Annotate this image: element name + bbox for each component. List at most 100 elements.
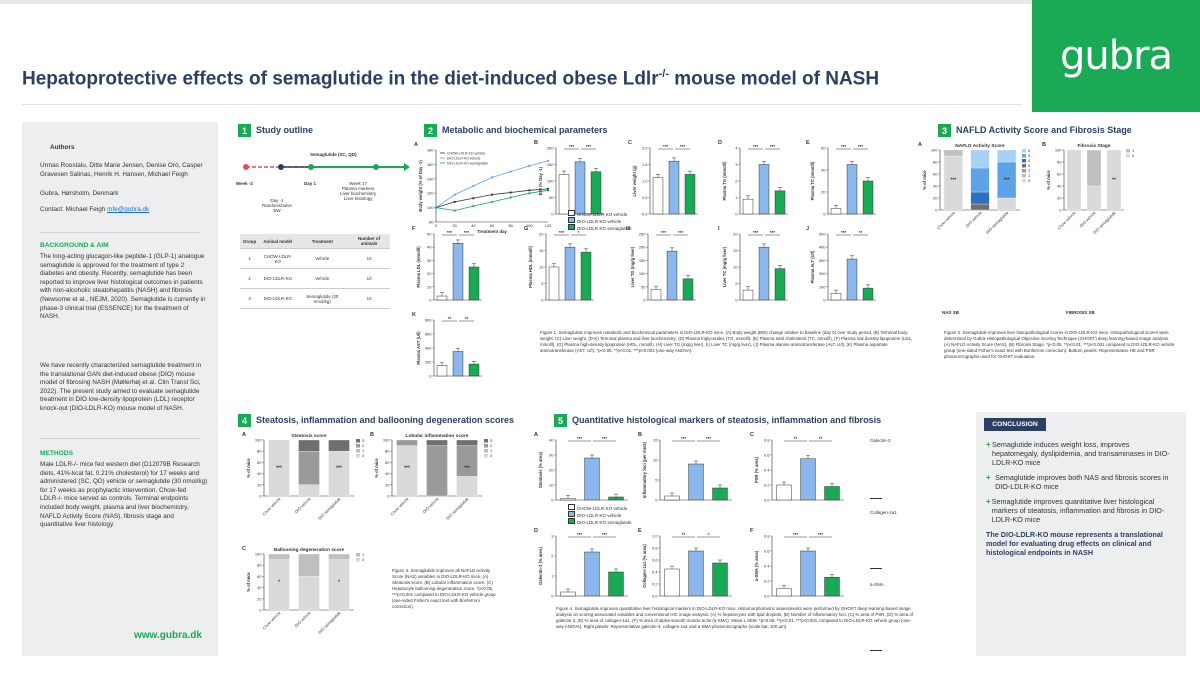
significance-label: *** [1004, 178, 1010, 184]
panel-letter: D [718, 140, 722, 146]
y-tick-label: 10 [427, 284, 432, 289]
legend-label: DIO-LDLR-KO semaglutide [447, 161, 488, 165]
bar [830, 208, 842, 215]
significance-label: *** [577, 436, 583, 441]
y-tick-label: 5 [541, 281, 544, 286]
significance-label: *** [464, 230, 470, 235]
galectin-label: Galectin-3 [870, 438, 891, 443]
panel-letter: D [534, 528, 538, 534]
chart-5F: F 0.0 0.2 0.4 0.6 0.8 a-SMA (% area) *** *** [750, 528, 844, 599]
y-tick-label: 20 [933, 196, 938, 201]
y-tick-label: 30 [549, 453, 554, 458]
y-tick-label: 50 [549, 195, 554, 200]
panel-letter: A [414, 142, 418, 148]
table-cell: CHOW-LDLR-KO [259, 248, 297, 269]
y-tick-label: 20 [539, 232, 544, 237]
bar [584, 457, 600, 501]
y-tick-label: 1 [551, 574, 554, 579]
y-tick-label: 0.4 [764, 564, 770, 569]
y-tick-label: 0 [1059, 208, 1062, 213]
stacked-bar-segment [1086, 149, 1102, 187]
y-axis-label: Plasma TG (mmol/l) [722, 161, 727, 201]
y-tick-label: 20 [733, 232, 738, 237]
y-tick-label: 15 [653, 438, 658, 443]
bar [774, 268, 786, 301]
significance-label: *** [559, 230, 565, 235]
background-paragraph-1: The long-acting glucagon-like peptide-1 … [40, 253, 206, 321]
legend-label: CHOW-LDLR-KO vehicle [577, 506, 628, 511]
y-tick-label: 0.0 [764, 594, 770, 599]
y-tick-label: 100 [547, 179, 554, 184]
stacked-bar-segment [970, 149, 990, 169]
panel-letter: A [534, 432, 538, 438]
title-rule [22, 104, 1022, 105]
y-axis-label: Plasma TC (mmol/l) [810, 161, 815, 200]
significance-label: *** [680, 144, 686, 149]
chart-2I: I 0 5 10 15 20 Liver TC (mg/g liver) *** *** [718, 226, 788, 303]
significance-label: *** [950, 178, 956, 184]
timeline-day-minus1: Day -1 Randomization BW [262, 198, 293, 213]
significance-label: *** [753, 230, 759, 235]
bar [564, 246, 576, 301]
table-header: Number of animals [348, 234, 390, 249]
legend-swatch [356, 449, 360, 453]
legend-label: 1 [362, 552, 365, 557]
significance-label: *** [818, 532, 824, 537]
significance-label: *** [770, 144, 776, 149]
website-link[interactable]: www.gubra.dk [134, 630, 202, 641]
bar [824, 577, 840, 597]
x-tick-label: DIO semaglutide [445, 496, 470, 521]
conclusion-box [976, 412, 1186, 656]
y-tick-label: 2 [735, 179, 738, 184]
chart-title: Lobular inflammation score [406, 433, 469, 439]
significance-label: *** [569, 144, 575, 149]
nas-sb-label: NAS SB [942, 310, 960, 315]
y-axis-label: a-SMA (% area) [754, 550, 759, 581]
bar [742, 198, 754, 215]
y-tick-label: 0.4 [652, 570, 658, 575]
significance-label: *** [464, 466, 470, 472]
table-row: 3 DIO-LDLR-KO Semaglutide (30 nmol/kg) 1… [240, 288, 390, 309]
significance-label: *** [447, 230, 453, 235]
panel-letter: G [524, 226, 528, 232]
scale-bar [870, 650, 882, 651]
significance-label: *** [841, 144, 847, 149]
conclusion-tag: CONCLUSION [984, 418, 1046, 431]
series-line [435, 188, 549, 208]
legend-swatch [1022, 169, 1026, 173]
y-tick-label: 60 [385, 460, 390, 465]
significance-label: *** [681, 436, 687, 441]
table-header-row: Group Animal model Treatment Number of a… [240, 234, 390, 249]
y-tick-label: 40 [933, 184, 938, 189]
data-point [490, 176, 494, 179]
figure-3-caption: Figure 3. Semaglutide improves all NAFLD… [392, 568, 496, 609]
panel-letter: B [1042, 142, 1046, 148]
legend-label: 0 [1028, 178, 1031, 183]
plus-icon: + [986, 440, 991, 449]
scale-bar [870, 498, 882, 499]
section-number: 5 [554, 414, 567, 427]
legend-swatch [1126, 149, 1130, 153]
table-cell: 10 [348, 248, 390, 269]
figure-1-caption: Figure 1. Semaglutide improves metabolic… [540, 330, 913, 353]
significance-label: *** [661, 230, 667, 235]
y-tick-label: 0 [935, 208, 938, 213]
bar [666, 250, 678, 301]
legend-swatch [1022, 154, 1026, 158]
y-tick-label: 1.0 [652, 534, 658, 539]
y-tick-label: 60 [933, 172, 938, 177]
panel-letter: F [412, 226, 416, 232]
legend-label: DIO-LDLR-KO vehicle [577, 513, 622, 518]
y-tick-label: 40 [549, 438, 554, 443]
panel-letter: E [638, 528, 642, 534]
bar [436, 295, 448, 301]
y-tick-label: 0.8 [652, 546, 658, 551]
significance-label: ** [794, 436, 798, 441]
bar [664, 495, 680, 501]
stacked-bar-segment [426, 439, 448, 446]
bar [468, 363, 480, 377]
y-tick-label: 150 [547, 162, 554, 167]
y-tick-label: 100 [383, 438, 390, 443]
y-tick-label: 250 [639, 232, 646, 237]
contact-email-link[interactable]: mfe@gubra.dk [107, 206, 150, 213]
